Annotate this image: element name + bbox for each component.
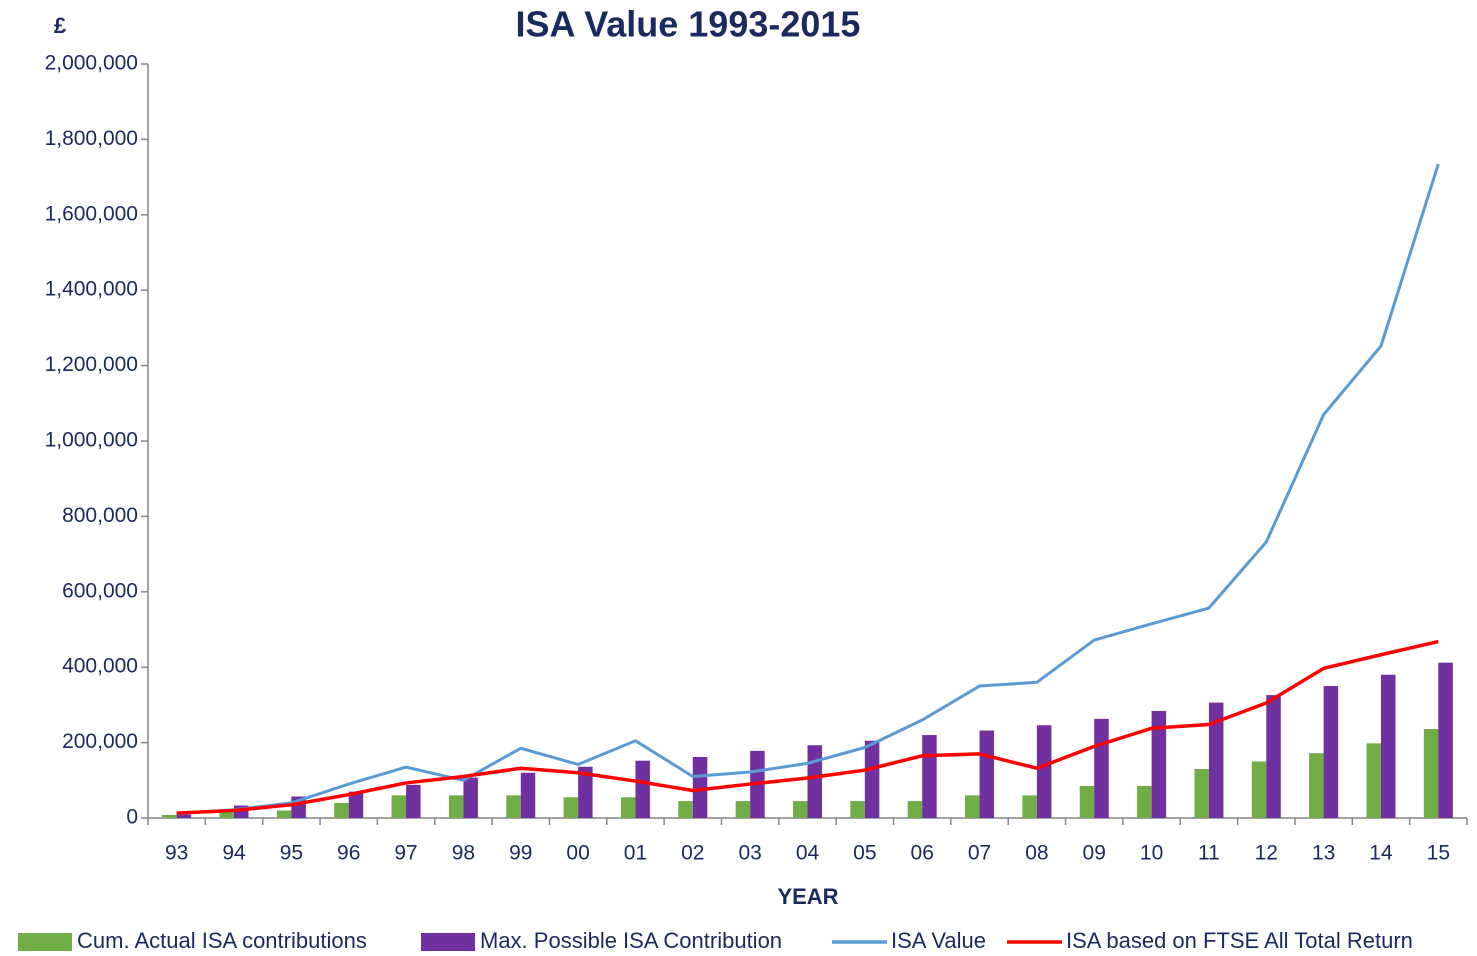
bar	[635, 760, 650, 818]
y-tick-label: 2,000,000	[45, 52, 138, 75]
bar	[578, 766, 593, 818]
bar	[334, 802, 349, 818]
bar	[176, 814, 192, 818]
legend-label: Cum. Actual ISA contributions	[77, 928, 367, 953]
legend-swatch	[18, 933, 72, 951]
bar	[563, 797, 579, 818]
x-tick-label: 97	[394, 842, 417, 865]
y-tick-label: 0	[126, 806, 138, 829]
bar	[1151, 710, 1167, 818]
bar	[1079, 785, 1095, 818]
bar	[1208, 702, 1224, 818]
legend-swatch	[421, 933, 475, 951]
bar	[162, 814, 177, 818]
x-tick-label: 96	[337, 842, 360, 865]
bar	[907, 801, 923, 818]
legend-label: ISA Value	[891, 928, 986, 953]
bar	[793, 801, 808, 818]
x-tick-label: 05	[853, 842, 876, 865]
x-tick-label: 07	[968, 842, 991, 865]
bar	[406, 784, 421, 818]
y-axis-label: £	[54, 13, 67, 38]
x-tick-label: 00	[566, 842, 589, 865]
legend-label: Max. Possible ISA Contribution	[480, 928, 782, 953]
x-tick-label: 11	[1198, 842, 1220, 865]
bar	[1022, 795, 1037, 818]
chart-title: ISA Value 1993-2015	[516, 4, 861, 45]
x-axis-label: YEAR	[777, 884, 838, 909]
bar	[348, 791, 364, 818]
bar	[1094, 718, 1109, 818]
bar	[864, 740, 880, 818]
bar	[692, 756, 708, 818]
line	[176, 639, 1439, 815]
y-tick-label: 1,000,000	[45, 429, 138, 452]
bar	[807, 745, 822, 818]
bar	[1323, 686, 1339, 818]
bar	[1251, 761, 1267, 818]
bar	[1137, 785, 1152, 818]
x-tick-label: 04	[796, 842, 820, 865]
legend-label: ISA based on FTSE All Total Return	[1066, 928, 1413, 953]
x-tick-label: 01	[624, 842, 647, 865]
x-tick-label: 99	[509, 842, 532, 865]
x-tick-label: 08	[1025, 842, 1048, 865]
bar	[735, 801, 751, 818]
bar	[1423, 729, 1439, 818]
bar	[922, 735, 937, 818]
line	[176, 163, 1440, 815]
x-tick-label: 93	[165, 842, 188, 865]
bar	[620, 797, 636, 818]
bar	[520, 772, 536, 818]
y-tick-label: 600,000	[62, 579, 138, 602]
bar	[276, 810, 292, 818]
bar	[1266, 695, 1281, 818]
y-tick-label: 1,200,000	[45, 353, 138, 376]
y-tick-label: 200,000	[62, 730, 138, 753]
x-tick-label: 94	[222, 842, 246, 865]
bar	[1366, 743, 1381, 818]
x-tick-label: 95	[280, 842, 303, 865]
x-tick-label: 12	[1255, 842, 1278, 865]
bar	[850, 801, 865, 818]
bar	[979, 730, 995, 818]
bar	[391, 795, 407, 818]
bar	[1036, 725, 1052, 818]
y-tick-label: 1,400,000	[45, 278, 138, 301]
x-tick-label: 02	[681, 842, 704, 865]
x-tick-label: 15	[1427, 842, 1450, 865]
bar	[678, 801, 693, 818]
bar	[448, 795, 464, 818]
bar	[506, 795, 521, 818]
bar	[1380, 674, 1396, 818]
bar	[1438, 662, 1453, 818]
bar	[219, 812, 235, 818]
y-tick-label: 1,600,000	[45, 202, 138, 225]
bar	[1309, 753, 1324, 818]
x-tick-label: 98	[452, 842, 475, 865]
x-tick-label: 06	[911, 842, 934, 865]
y-tick-label: 1,800,000	[45, 127, 138, 150]
x-tick-label: 10	[1140, 842, 1163, 865]
x-tick-label: 09	[1083, 842, 1106, 865]
x-tick-label: 03	[738, 842, 761, 865]
x-tick-label: 13	[1312, 842, 1335, 865]
y-tick-label: 800,000	[62, 504, 138, 527]
bar	[1194, 768, 1209, 818]
bar	[463, 777, 478, 818]
y-tick-label: 400,000	[62, 655, 138, 678]
bar	[965, 795, 980, 818]
x-tick-label: 14	[1369, 842, 1393, 865]
